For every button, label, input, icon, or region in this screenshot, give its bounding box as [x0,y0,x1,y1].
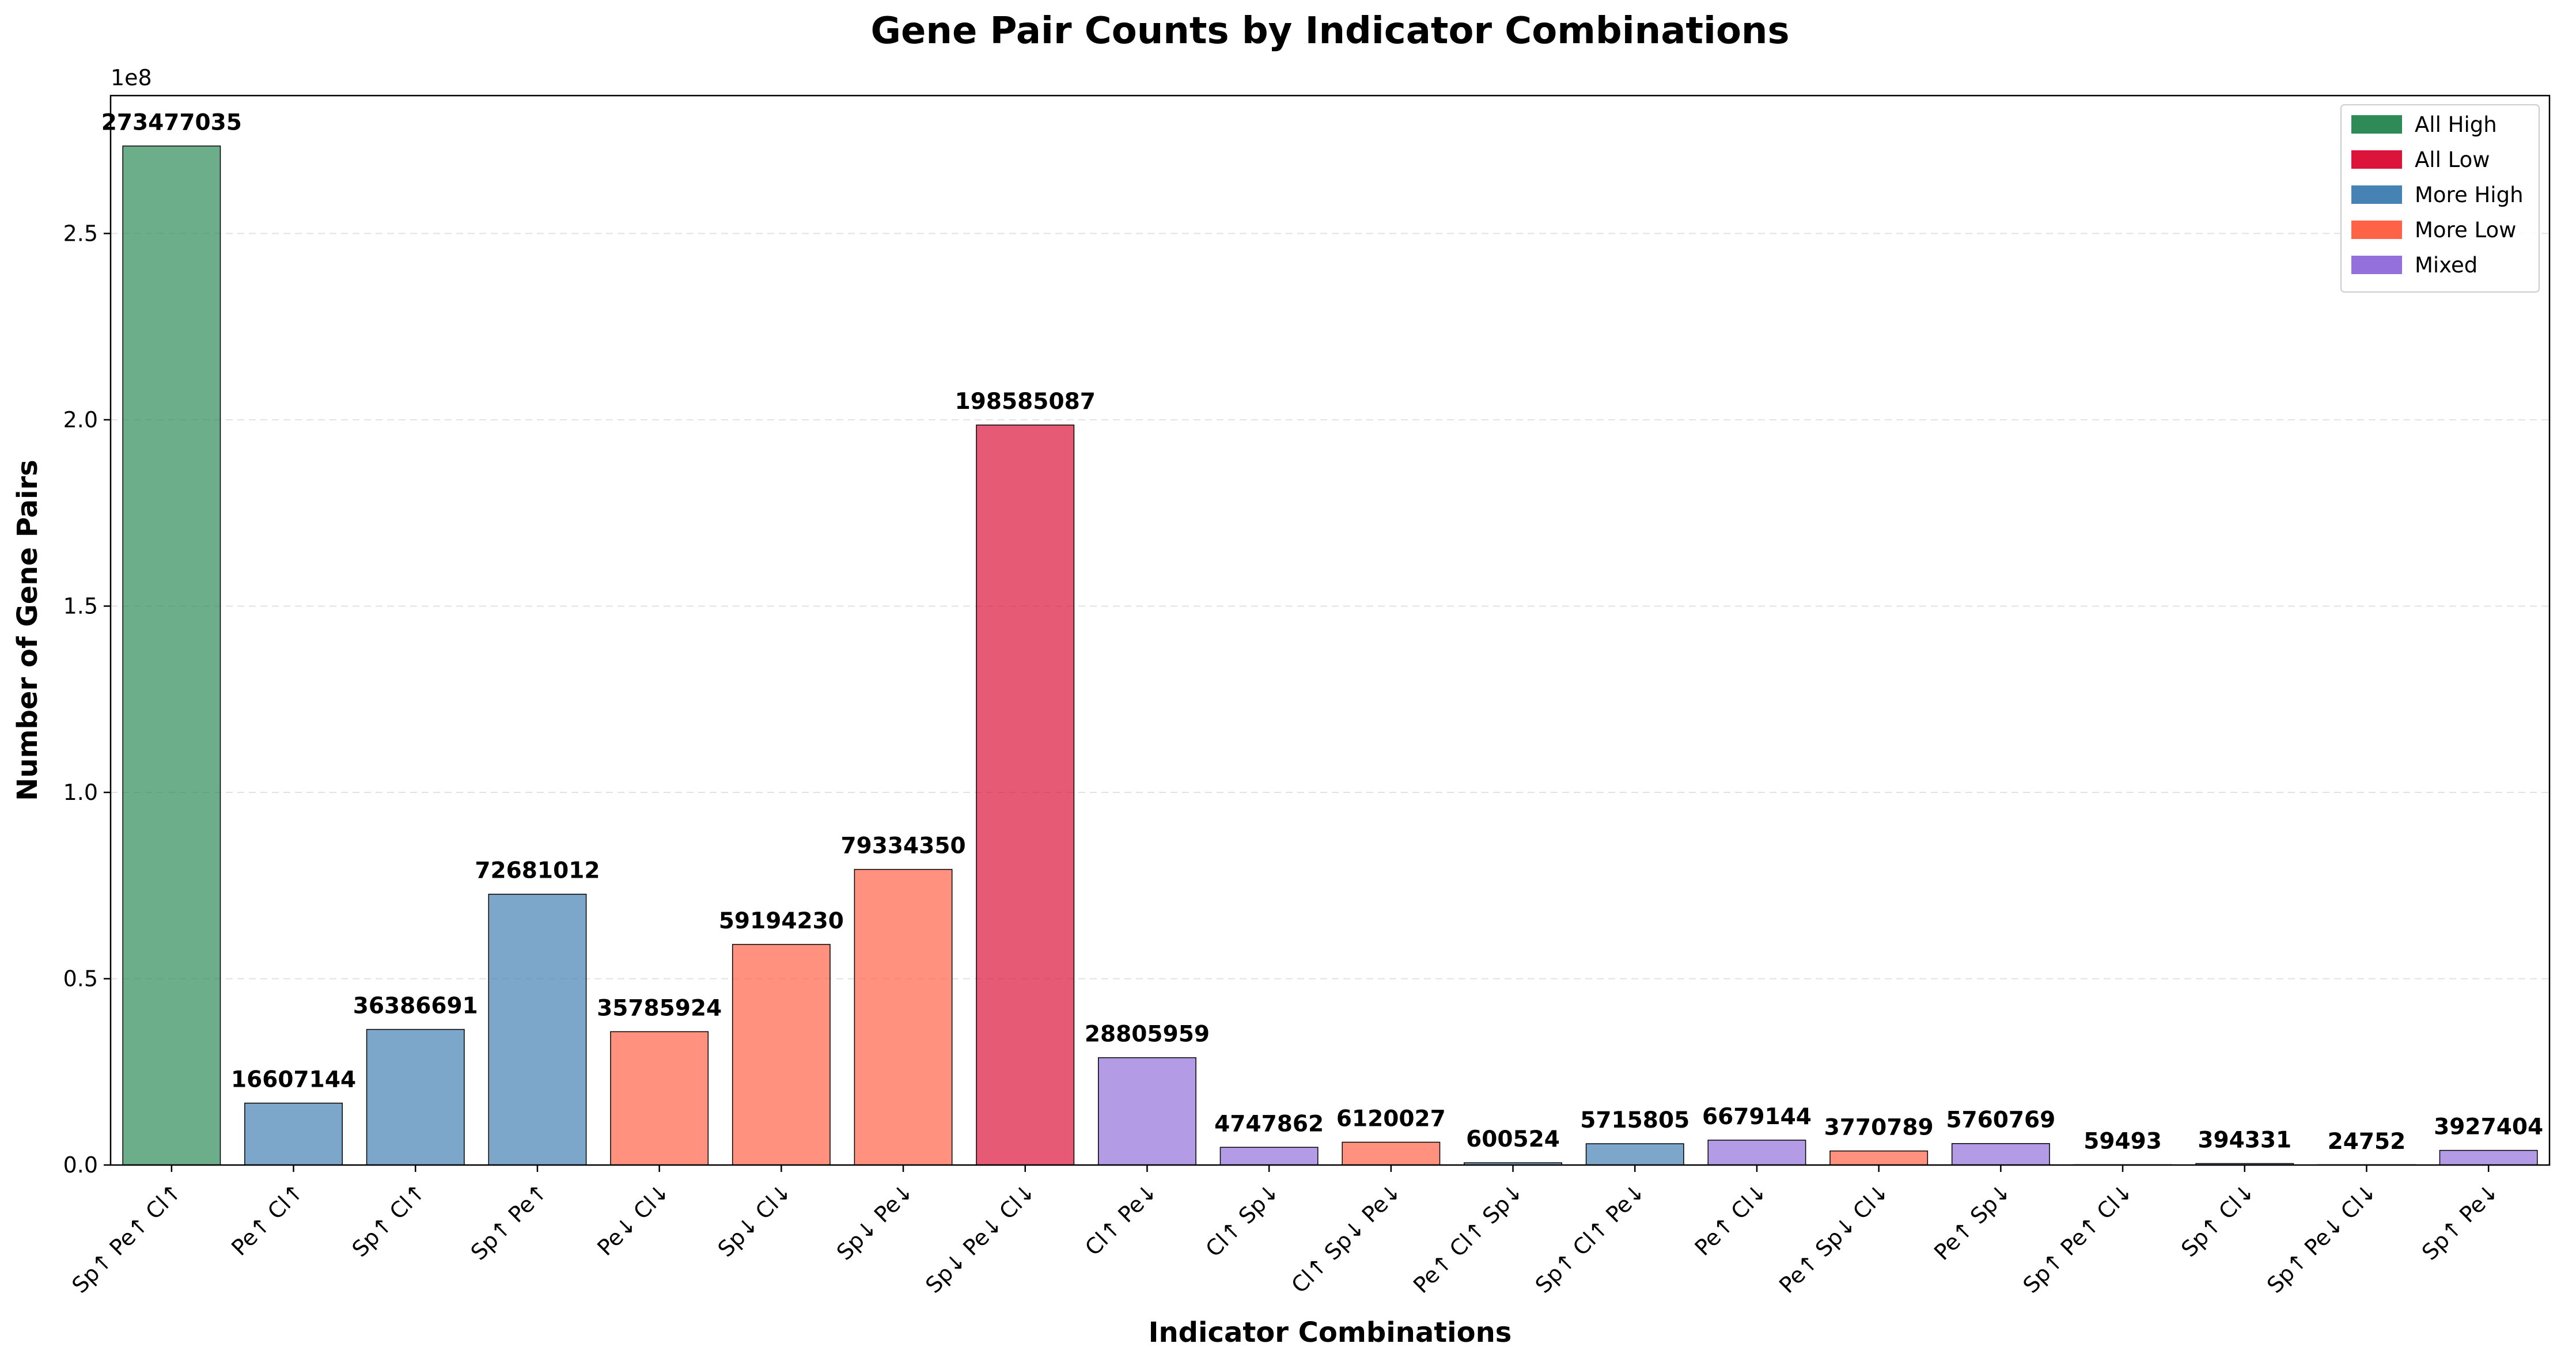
value-label: 28805959 [1085,1022,1210,1048]
bars [122,145,2538,1166]
value-label: 198585087 [955,389,1096,415]
value-label: 4747862 [1214,1111,1324,1137]
bar [732,944,831,1166]
legend-swatch [2351,185,2402,204]
legend: All High All Low More High More Low Mixed [2340,104,2540,293]
bar [244,1102,343,1166]
y-offset-text: 1e8 [111,65,152,90]
bar [1219,1147,1319,1166]
legend-label: All High [2415,112,2497,137]
value-label: 59493 [2083,1129,2162,1155]
value-label: 35785924 [597,995,722,1021]
legend-swatch [2351,115,2402,134]
value-label: 394331 [2198,1127,2291,1153]
value-label: 3770789 [1824,1115,1934,1141]
bar [488,893,587,1166]
bar [122,145,221,1166]
legend-swatch [2351,150,2402,169]
y-tick-label: 1.5 [63,593,98,619]
y-tick-label: 2.0 [63,407,98,432]
bar [1585,1143,1684,1166]
value-label: 79334350 [841,833,966,859]
value-label: 59194230 [719,908,844,934]
value-label: 6120027 [1336,1106,1446,1132]
bar [854,868,953,1166]
x-axis-label: Indicator Combinations [1149,1316,1512,1349]
value-label: 273477035 [101,109,242,135]
value-label: 36386691 [353,993,478,1019]
legend-swatch [2351,221,2402,239]
bar [1342,1141,1441,1166]
value-label: 600524 [1466,1126,1560,1152]
bar [1829,1150,1929,1166]
bar [366,1029,465,1166]
bar [610,1031,709,1166]
value-label: 24752 [2328,1129,2406,1155]
value-label: 6679144 [1702,1104,1812,1130]
legend-label: More Low [2415,218,2516,242]
value-label: 5715805 [1580,1107,1689,1133]
bar [976,424,1075,1166]
legend-label: All Low [2415,147,2490,172]
legend-label: More High [2415,183,2524,207]
bar [1707,1140,1806,1166]
y-tick-label: 0.5 [63,966,98,991]
y-tick-label: 1.0 [63,780,98,805]
value-label: 3927404 [2434,1114,2543,1140]
bar [1951,1143,2050,1166]
value-label: 72681012 [475,858,600,884]
y-tick-label: 0.0 [63,1152,98,1178]
bar [2439,1149,2538,1166]
chart-title: Gene Pair Counts by Indicator Combinatio… [870,10,1789,52]
plot-frame [109,94,2551,1166]
value-label: 16607144 [231,1067,356,1093]
bar [1098,1057,1196,1166]
y-tick-label: 2.5 [63,221,98,246]
legend-swatch [2351,256,2402,274]
value-label: 5760769 [1946,1107,2055,1133]
y-axis-label: Number of Gene Pairs [12,460,44,801]
legend-label: Mixed [2415,253,2477,278]
y-axis-ticks: 0.0 0.5 1.0 1.5 2.0 2.5 [63,221,111,1178]
value-labels: 273477035 16607144 36386691 72681012 3578592… [101,109,2543,1154]
